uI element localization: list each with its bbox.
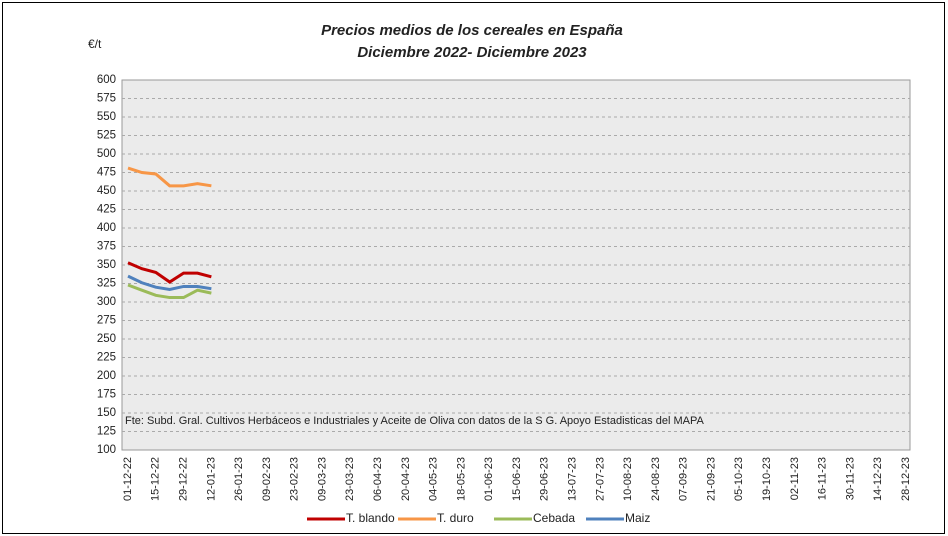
- x-tick-label: 21-09-23: [705, 457, 717, 501]
- y-tick-label: 150: [97, 407, 116, 419]
- chart-title: Precios medios de los cereales en España: [321, 22, 623, 39]
- legend-label: Maiz: [625, 511, 650, 525]
- plot-area: [121, 79, 911, 451]
- x-tick-label: 06-04-23: [372, 457, 384, 501]
- y-tick-label: 375: [97, 241, 116, 253]
- x-tick-label: 01-12-22: [122, 457, 134, 501]
- y-tick-label: 400: [97, 222, 116, 234]
- x-tick-label: 10-08-23: [622, 457, 634, 501]
- x-tick-label: 02-11-23: [789, 457, 801, 500]
- y-tick-label: 475: [97, 167, 116, 179]
- y-tick-label: 175: [97, 389, 116, 401]
- source-note: Fte: Subd. Gral. Cultivos Herbáceos e In…: [125, 415, 704, 427]
- x-tick-label: 30-11-23: [844, 457, 856, 500]
- x-tick-label: 19-10-23: [761, 457, 773, 501]
- y-tick-label: 325: [97, 278, 116, 290]
- y-tick-label: 275: [97, 315, 116, 327]
- x-tick-label: 04-05-23: [428, 457, 440, 501]
- x-tick-label: 29-06-23: [539, 457, 551, 501]
- y-tick-label: 425: [97, 204, 116, 216]
- x-tick-label: 09-02-23: [261, 457, 273, 501]
- y-tick-label: 500: [97, 148, 116, 160]
- series-line: [127, 261, 212, 284]
- x-tick-label: 26-01-23: [233, 457, 245, 501]
- x-tick-label: 15-12-22: [150, 457, 162, 501]
- x-tick-label: 01-06-23: [483, 457, 495, 501]
- x-tick-label: 12-01-23: [205, 457, 217, 501]
- legend-label: T. duro: [437, 511, 474, 525]
- x-tick-label: 27-07-23: [594, 457, 606, 501]
- y-tick-label: 350: [97, 259, 116, 271]
- chart-subtitle: Diciembre 2022- Diciembre 2023: [357, 44, 587, 61]
- y-tick-label: 250: [97, 333, 116, 345]
- y-tick-label: 300: [97, 296, 116, 308]
- y-tick-label: 450: [97, 185, 116, 197]
- y-tick-label: 550: [97, 111, 116, 123]
- x-tick-label: 15-06-23: [511, 457, 523, 501]
- legend-label: T. blando: [346, 511, 395, 525]
- x-tick-label: 20-04-23: [400, 457, 412, 501]
- y-tick-label: 525: [97, 130, 116, 142]
- legend-label: Cebada: [533, 511, 575, 525]
- series-line: [127, 166, 212, 188]
- y-tick-label: 125: [97, 426, 116, 438]
- y-tick-label: 100: [97, 444, 116, 456]
- x-tick-label: 23-02-23: [289, 457, 301, 501]
- y-tick-label: 200: [97, 370, 116, 382]
- y-tick-label: 225: [97, 352, 116, 364]
- x-tick-label: 05-10-23: [733, 457, 745, 501]
- x-tick-label: 07-09-23: [678, 457, 690, 501]
- x-tick-label: 13-07-23: [566, 457, 578, 501]
- x-tick-label: 16-11-23: [817, 457, 829, 500]
- x-tick-label: 09-03-23: [316, 457, 328, 501]
- y-tick-label: 575: [97, 93, 116, 105]
- series-line: [127, 274, 212, 291]
- y-tick-label: 600: [97, 74, 116, 86]
- x-tick-label: 28-12-23: [900, 457, 912, 501]
- y-axis-label: €/t: [88, 37, 102, 51]
- x-tick-label: 24-08-23: [650, 457, 662, 501]
- x-tick-label: 29-12-22: [177, 457, 189, 501]
- x-tick-label: 14-12-23: [872, 457, 884, 501]
- series-line: [127, 283, 212, 300]
- x-tick-label: 18-05-23: [455, 457, 467, 501]
- x-tick-label: 23-03-23: [344, 457, 356, 501]
